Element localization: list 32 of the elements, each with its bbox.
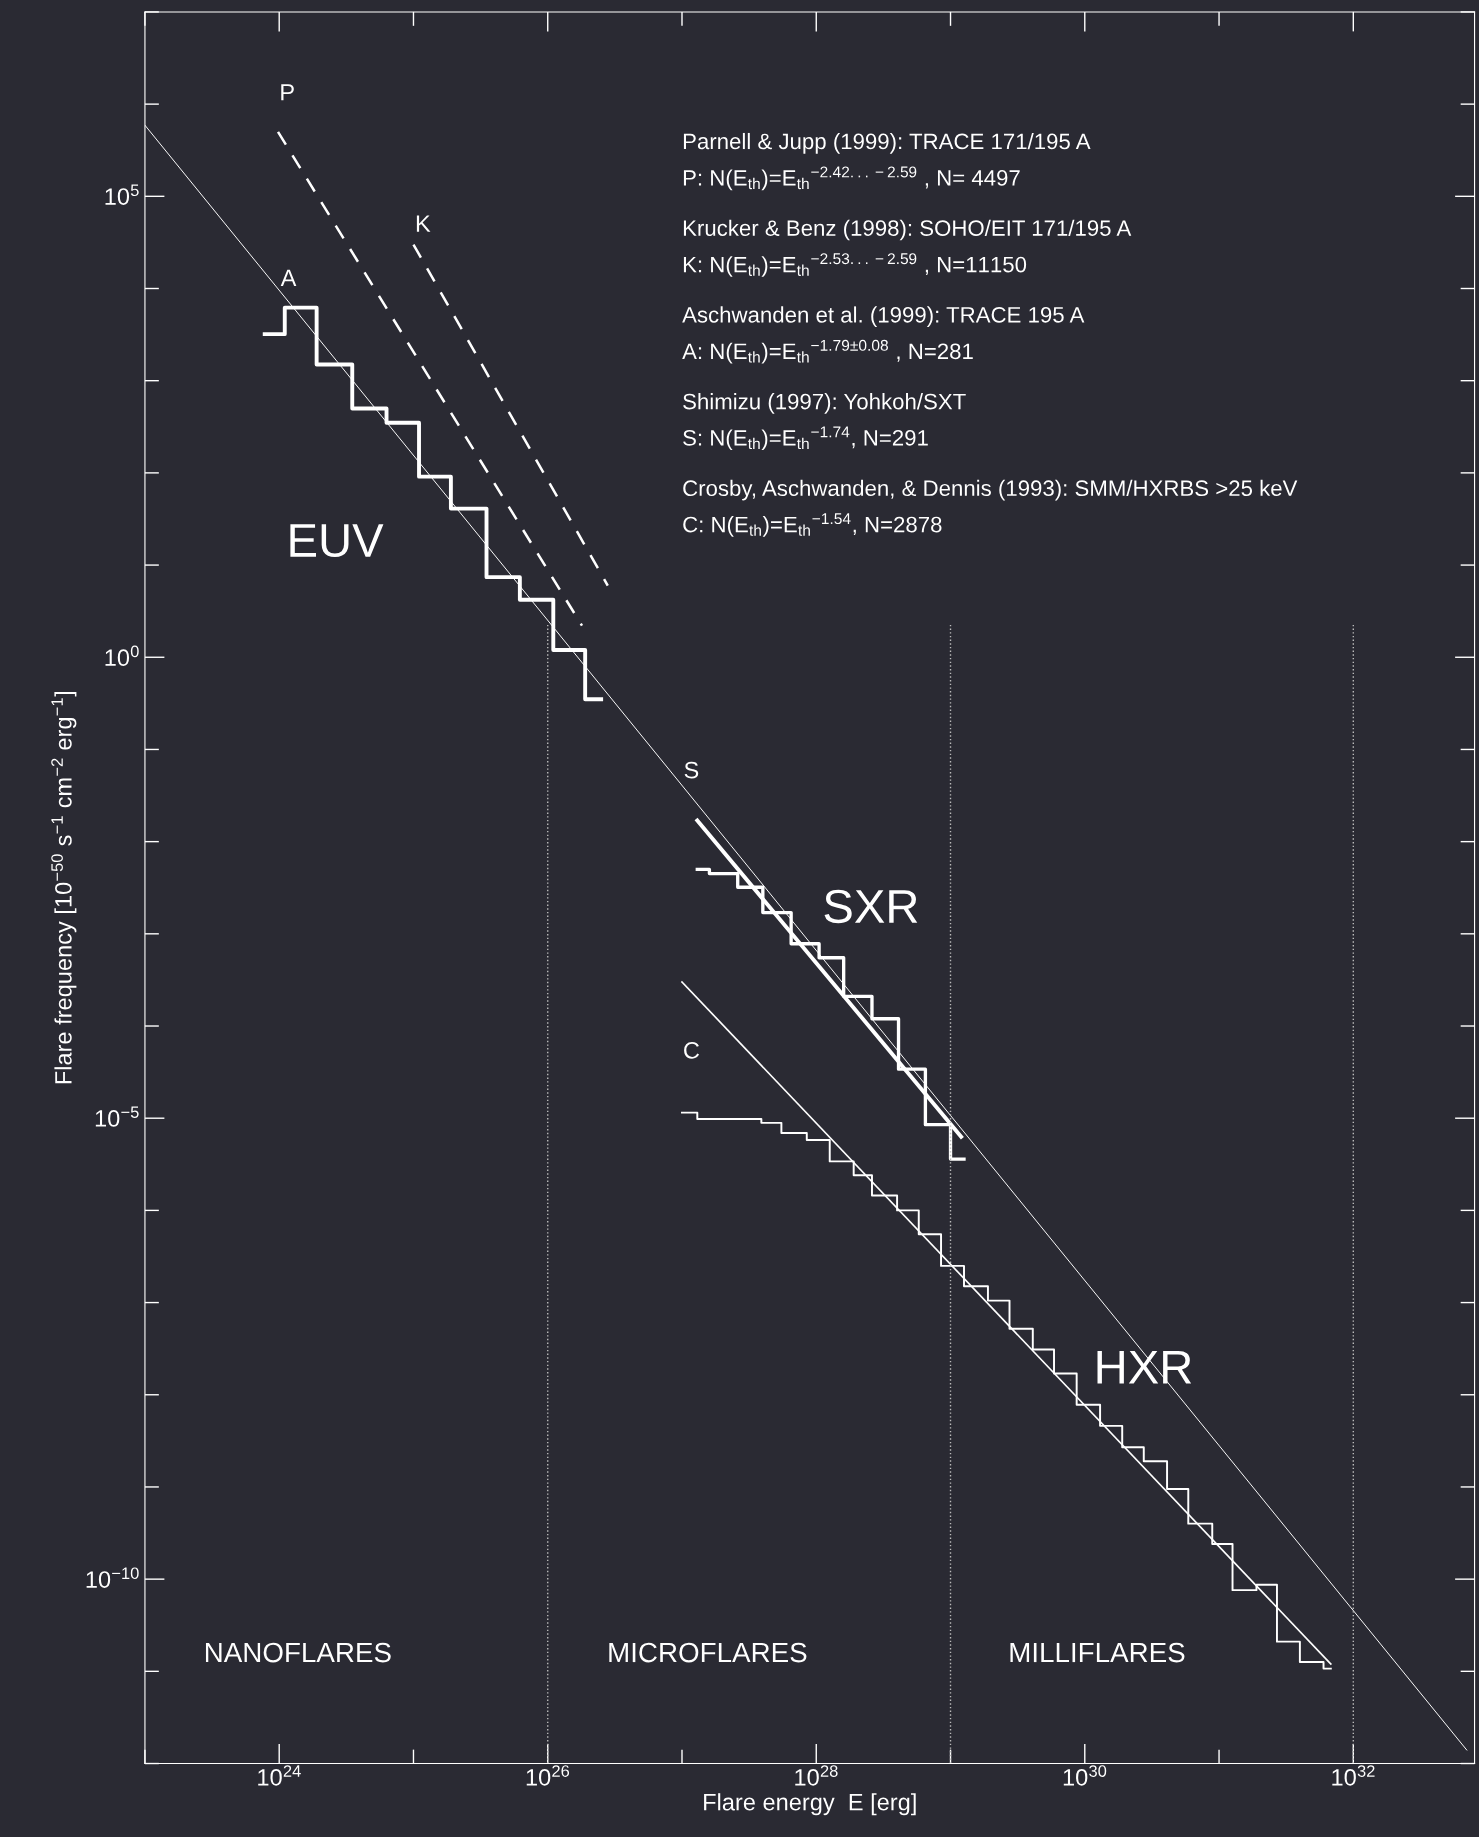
annotation: SXR xyxy=(824,889,918,924)
x-tick-label: 10$^{30}$ xyxy=(1063,1765,1107,1786)
annotation: Crosby, Aschwanden, & Dennis (1993): SMM/HXRBS >25 keV xyxy=(683,479,1298,501)
annotation: Aschwanden et al. (1999): TRACE 195 A xyxy=(682,306,1085,328)
annotation: NANOFLARES xyxy=(205,1642,391,1663)
annotation: P: N(E$_{th}$)=E$_{th}$$^{−2.42...−2.59}$ , N= 4497 xyxy=(683,166,1020,191)
annotation: C xyxy=(684,1042,700,1059)
annotation: K: N(E$_{th}$)=E$_{th}$$^{−2.53...−2.59}$ , N=11150 xyxy=(683,253,1027,277)
x-tick-label: 10$^{32}$ xyxy=(1332,1765,1375,1786)
x-axis-title: Flare energy E [erg] xyxy=(704,1793,916,1816)
annotation: MICROFLARES xyxy=(609,1642,807,1663)
annotation: EUV xyxy=(290,524,384,558)
annotation: HXR xyxy=(1097,1350,1192,1384)
y-tick-label: 10$^{5}$ xyxy=(105,184,139,205)
annotation: S: N(E$_{th}$)=E$_{th}$$^{−1.74}$, N=291 xyxy=(683,426,928,451)
x-tick-label: 10$^{26}$ xyxy=(526,1765,570,1786)
annotation: A: N(E$_{th}$)=E$_{th}$$^{−1.79±0.08}$ , N=281 xyxy=(682,339,973,364)
annotation: Krucker & Benz (1998): SOHO/EIT 171/195 A xyxy=(683,219,1132,241)
annotation: Parnell & Jupp (1999): TRACE 171/195 A xyxy=(683,132,1091,154)
annotation: S xyxy=(684,761,699,779)
y-tick-label: 10$^{−10}$ xyxy=(86,1567,139,1588)
annotation: A xyxy=(280,269,297,287)
annotation: MILLIFLARES xyxy=(1010,1642,1185,1663)
annotation: K xyxy=(416,215,431,232)
annotation: C: N(E$_{th}$)=E$_{th}$$^{−1.54}$, N=2878 xyxy=(683,513,942,537)
x-tick-label: 10$^{24}$ xyxy=(258,1765,301,1786)
annotation: P xyxy=(281,84,294,101)
y-tick-label: 10$^{0}$ xyxy=(105,645,139,667)
text: Flare frequency [10$^{−50}$ s$^{−1}$ cm$^{−2}$ erg$^{−1}$] xyxy=(51,691,77,1084)
x-tick-label: 10$^{28}$ xyxy=(795,1765,838,1786)
annotation: Shimizu (1997): Yohkoh/SXT xyxy=(683,393,966,414)
y-tick-label: 10$^{−5}$ xyxy=(95,1106,139,1127)
